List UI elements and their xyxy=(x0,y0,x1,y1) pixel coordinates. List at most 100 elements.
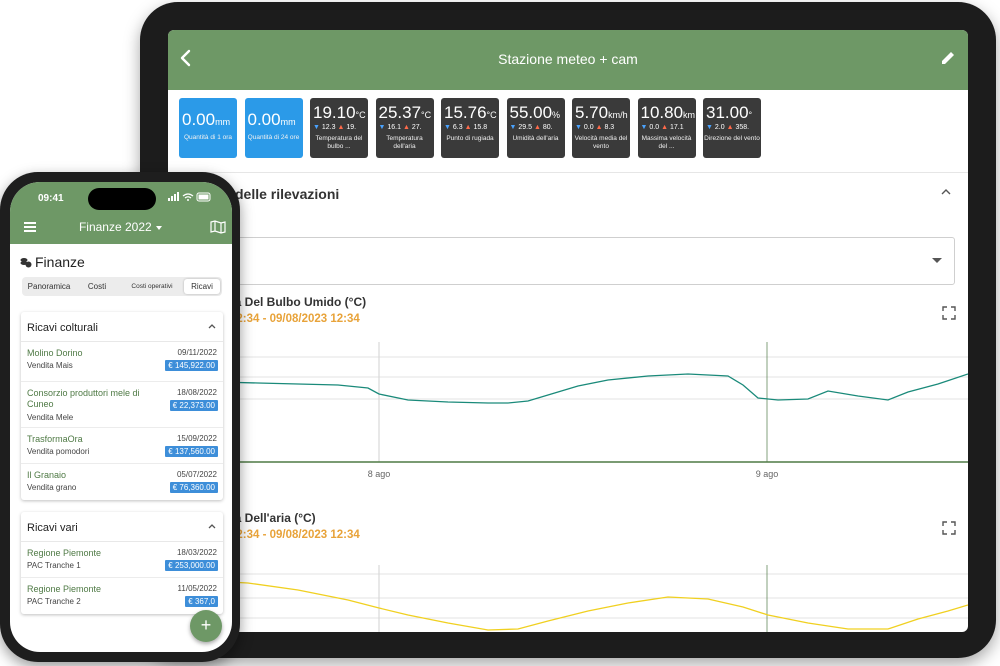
amount-badge: € 253,000.00 xyxy=(165,560,218,571)
tile-label: Temperatura del bulbo ... xyxy=(315,135,363,150)
arrow-down-icon: ▼ xyxy=(444,124,451,131)
tab-segment: Panoramica Costi Costi operativi Ricavi xyxy=(22,277,222,296)
list-item[interactable]: Molino Dorino 09/11/2022 Vendita Mais € … xyxy=(21,342,223,382)
tile-label: Umidità dell'aria xyxy=(512,135,559,142)
list-item[interactable]: Regione Piemonte 18/03/2022 PAC Tranche … xyxy=(21,542,223,578)
sensor-tile[interactable]: 31.00° ▼ 2.0 ▲ 358. Direzione del vento xyxy=(703,98,761,158)
amount-badge: € 145,922.00 xyxy=(165,360,218,371)
arrow-down-icon: ▼ xyxy=(378,124,386,131)
x-tick-label: 9 ago xyxy=(756,469,779,479)
chevron-up-icon[interactable] xyxy=(207,321,217,334)
arrow-up-icon: ▲ xyxy=(595,124,603,131)
hamburger-icon[interactable] xyxy=(24,222,36,232)
tile-min-max: ▼ 16.1 ▲ 27. xyxy=(378,124,422,131)
tile-value: 15.76°C xyxy=(444,103,497,122)
back-arrow-icon[interactable] xyxy=(178,48,198,72)
chart-air-temp xyxy=(168,565,968,632)
arrow-down-icon: ▼ xyxy=(706,124,713,131)
tile-value: 10.80km xyxy=(640,103,696,122)
item-name: Il Granaio xyxy=(27,470,67,480)
status-icons xyxy=(168,192,212,204)
fullscreen-icon[interactable] xyxy=(942,521,956,535)
sensor-tile[interactable]: 5.70km/h ▼ 0.0 ▲ 8.3 Velocità media del ve… xyxy=(572,98,630,158)
item-date: 11/05/2022 xyxy=(177,584,217,593)
arrow-down-icon: ▼ xyxy=(313,124,320,131)
tile-label: Velocità media del vento xyxy=(574,135,628,150)
sensor-tile[interactable]: 0.00mm Quantità di 24 ore xyxy=(244,98,303,158)
tab-panoramica[interactable]: Panoramica xyxy=(27,282,71,291)
tile-value: 19.10°C xyxy=(313,103,366,122)
tile-value: 25.37°C xyxy=(378,103,432,122)
arrow-up-icon: ▲ xyxy=(464,124,472,131)
chart-title-wet-bulb: ra Del Bulbo Umido (°C) xyxy=(230,295,367,309)
tile-min-max: ▼ 6.3 ▲ 15.8 xyxy=(444,124,488,131)
tile-value: 0.00mm xyxy=(247,110,296,129)
card-header[interactable]: Ricavi vari xyxy=(21,512,223,542)
phone-screen: 09:41 Finanze 2022 xyxy=(10,182,232,652)
sensor-tile[interactable]: 19.10°C ▼ 12.3 ▲ 19. Temperatura del bulbo… xyxy=(310,98,368,158)
sensor-tile[interactable]: 55.00% ▼ 29.5 ▲ 80. Umidità dell'aria xyxy=(506,98,565,158)
tile-min-max: ▼ 29.5 ▲ 80. xyxy=(509,124,553,131)
divider xyxy=(168,172,968,173)
item-name: Regione Piemonte xyxy=(27,584,102,594)
sensor-tile[interactable]: 0.00mm Quantità di 1 ora xyxy=(179,98,237,158)
arrow-up-icon: ▲ xyxy=(533,124,541,131)
list-item[interactable]: Consorzio produttori mele di Cuneo 18/08… xyxy=(21,382,223,428)
tile-value: 31.00° xyxy=(706,103,753,122)
tile-label: Quantità di 24 ore xyxy=(247,134,300,141)
tab-ricavi[interactable]: Ricavi xyxy=(184,279,220,294)
card-header[interactable]: Ricavi colturali xyxy=(21,312,223,342)
card-title: Ricavi vari xyxy=(27,522,78,534)
fullscreen-icon[interactable] xyxy=(942,306,956,320)
map-icon[interactable] xyxy=(210,220,226,234)
list-item[interactable]: Il Granaio 05/07/2022 Vendita grano € 76… xyxy=(21,464,223,500)
chevron-up-icon[interactable] xyxy=(207,521,217,534)
item-date: 09/11/2022 xyxy=(177,348,217,357)
tablet-device: Stazione meteo + cam 0.00mm Quantità di 1… xyxy=(140,2,996,658)
tile-label: Quantità di 1 ora xyxy=(183,134,233,141)
amount-badge: € 22,373.00 xyxy=(169,400,218,411)
tile-value: 5.70km/h xyxy=(575,103,628,122)
phone-device: 09:41 Finanze 2022 xyxy=(0,172,240,662)
item-desc: Vendita Mais xyxy=(27,361,73,370)
sensor-tile[interactable]: 25.37°C ▼ 16.1 ▲ 27. Temperatura dell'aria xyxy=(375,98,434,158)
item-name: Molino Dorino xyxy=(27,348,83,358)
app-header: Stazione meteo + cam xyxy=(168,30,968,90)
sensor-select[interactable] xyxy=(168,237,955,285)
chart-range-wet-bulb: 12:34 - 09/08/2023 12:34 xyxy=(230,313,360,325)
tab-costi[interactable]: Costi xyxy=(87,282,107,291)
list-item[interactable]: TrasformaOra 15/09/2022 Vendita pomodori… xyxy=(21,428,223,464)
tile-min-max: ▼ 2.0 ▲ 358. xyxy=(706,124,750,131)
arrow-up-icon: ▲ xyxy=(402,124,410,131)
wet-bulb-series-line xyxy=(168,373,968,404)
arrow-up-icon: ▲ xyxy=(726,124,734,131)
coins-icon xyxy=(20,255,32,268)
item-desc: Vendita grano xyxy=(27,483,77,492)
amount-badge: € 137,560.00 xyxy=(165,446,218,457)
sensor-tile[interactable]: 15.76°C ▼ 6.3 ▲ 15.8 Punto di rugiada xyxy=(441,98,499,158)
tile-value: 55.00% xyxy=(509,103,561,122)
chart-range-air-temp: 12:34 - 09/08/2023 12:34 xyxy=(230,529,360,541)
tile-label: Temperatura dell'aria xyxy=(386,135,423,150)
section-card-ricavi-colturali: Ricavi colturali Molino Dorino 09/11/202… xyxy=(21,312,223,500)
pencil-icon[interactable] xyxy=(940,50,960,70)
item-desc: PAC Tranche 1 xyxy=(27,561,81,570)
arrow-down-icon: ▼ xyxy=(509,124,517,131)
phone-title-text: Finanze 2022 xyxy=(78,220,152,234)
sensor-tile[interactable]: 10.80km ▼ 0.0 ▲ 17.1 Massima velocità del … xyxy=(637,98,696,158)
card-title: Ricavi colturali xyxy=(27,322,98,334)
section-card-ricavi-vari: Ricavi vari Regione Piemonte 18/03/2022 … xyxy=(21,512,223,614)
phone-header-title[interactable]: Finanze 2022 xyxy=(10,220,232,234)
list-item[interactable]: Regione Piemonte 11/05/2022 PAC Tranche … xyxy=(21,578,223,614)
phone-app-header: 09:41 Finanze 2022 xyxy=(10,182,232,244)
item-name: TrasformaOra xyxy=(27,434,83,444)
tile-label: Direzione del vento xyxy=(704,135,760,142)
page-title: Finanze xyxy=(20,254,85,270)
chevron-up-icon[interactable] xyxy=(940,186,954,200)
item-desc: Vendita Mele xyxy=(27,413,74,422)
item-date: 18/08/2022 xyxy=(176,388,217,397)
tab-costi-operativi[interactable]: Costi operativi xyxy=(131,283,173,290)
add-button[interactable]: + xyxy=(190,610,222,642)
item-name: Consorzio produttori mele di Cuneo xyxy=(27,388,140,409)
status-time: 09:41 xyxy=(38,193,64,204)
